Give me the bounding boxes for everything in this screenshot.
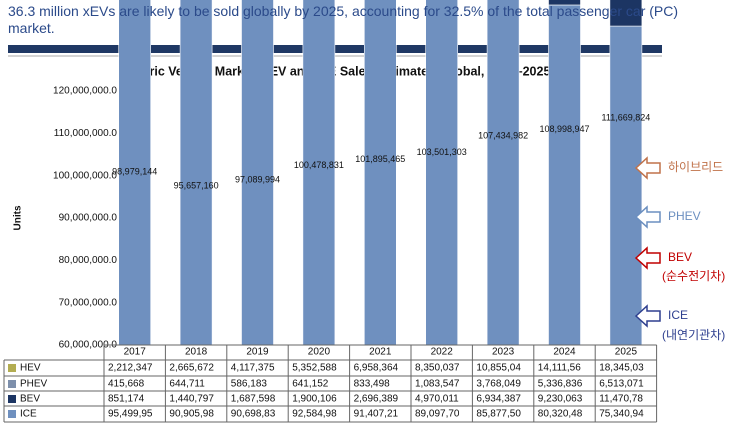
- bar-segment: [302, 0, 336, 346]
- table-cell: 1,440,797: [169, 394, 214, 405]
- y-tick-label: 70,000,000.0: [59, 297, 118, 308]
- table-cell: 641,152: [292, 379, 329, 390]
- table-cell: 5,352,588: [292, 363, 337, 374]
- table-cell: 90,698,83: [231, 409, 276, 420]
- bar-segment: [425, 0, 459, 346]
- legend-swatch: [8, 380, 16, 388]
- table-cell: 9,230,063: [538, 394, 583, 405]
- x-tick-label: 2018: [185, 347, 208, 358]
- annotation: BEV: [668, 250, 692, 264]
- table-cell: 2,665,672: [169, 363, 214, 374]
- table-cell: 18,345,03: [599, 363, 644, 374]
- bar-segment: [548, 4, 581, 346]
- header-text: 36.3 million xEVs are likely to be sold …: [8, 3, 679, 36]
- table-cell: 89,097,70: [415, 409, 460, 420]
- table-cell: 6,934,387: [476, 394, 521, 405]
- y-tick-label: 100,000,000.0: [53, 170, 117, 181]
- bar-segment: [609, 0, 643, 27]
- y-axis-label: Units: [13, 205, 24, 230]
- table-cell: 92,584,98: [292, 409, 337, 420]
- x-tick-label: 2022: [431, 347, 454, 358]
- x-tick-label: 2025: [615, 347, 638, 358]
- y-tick-label: 60,000,000.0: [59, 340, 118, 351]
- table-cell: 91,407,21: [354, 409, 399, 420]
- x-tick-label: 2023: [492, 347, 515, 358]
- bar-segment: [486, 0, 520, 346]
- bar-segment: [179, 0, 213, 346]
- legend-swatch: [8, 410, 16, 418]
- table-cell: 1,687,598: [231, 394, 276, 405]
- total-label: 111,669,824: [602, 113, 651, 123]
- annotation: ICE: [668, 308, 688, 322]
- table-cell: 6,958,364: [354, 363, 399, 374]
- legend-label: BEV: [20, 394, 40, 405]
- x-tick-label: 2021: [369, 347, 392, 358]
- table-cell: 2,212,347: [108, 363, 153, 374]
- table-cell: 11,470,78: [599, 394, 643, 405]
- y-tick-label: 120,000,000.0: [53, 86, 117, 97]
- annotation: PHEV: [668, 209, 701, 223]
- total-label: 100,478,831: [294, 160, 344, 170]
- annotation-arrow: [634, 304, 661, 328]
- table-cell: 14,111,56: [538, 363, 581, 374]
- y-tick-label: 90,000,000.0: [59, 213, 118, 224]
- table-cell: 833,498: [354, 379, 391, 390]
- table-cell: 8,350,037: [415, 363, 460, 374]
- annotation-arrow: [634, 246, 661, 270]
- legend-label: HEV: [20, 363, 41, 374]
- table-cell: 586,183: [231, 379, 268, 390]
- legend-swatch: [8, 395, 16, 403]
- bar-segment: [118, 0, 151, 346]
- table-cell: 85,877,50: [476, 409, 521, 420]
- table-cell: 6,513,071: [599, 379, 644, 390]
- legend-swatch: [8, 364, 16, 372]
- y-tick-label: 80,000,000.0: [59, 255, 118, 266]
- annotation: (내연기관차): [662, 328, 725, 342]
- table-cell: 3,768,049: [476, 379, 521, 390]
- bar-segment: [548, 0, 581, 6]
- table-cell: 2,696,389: [354, 394, 399, 405]
- table-cell: 75,340,94: [599, 409, 644, 420]
- table-cell: 10,855,04: [476, 363, 521, 374]
- x-tick-label: 2024: [553, 347, 576, 358]
- table-cell: 1,900,106: [292, 394, 337, 405]
- table-cell: 415,668: [108, 379, 145, 390]
- y-tick-label: 110,000,000.0: [54, 128, 118, 139]
- total-label: 108,998,947: [539, 124, 589, 134]
- table-cell: 4,117,375: [231, 363, 275, 374]
- bar-segment: [241, 0, 274, 346]
- legend-label: ICE: [20, 409, 37, 420]
- total-label: 95,657,160: [174, 180, 219, 190]
- table-cell: 1,083,547: [415, 379, 460, 390]
- table-cell: 80,320,48: [538, 409, 583, 420]
- annotation-arrow: [634, 205, 661, 229]
- table-cell: 4,970,011: [415, 394, 459, 405]
- x-tick-label: 2020: [308, 347, 331, 358]
- table-cell: 90,905,98: [169, 409, 214, 420]
- table-cell: 851,174: [108, 394, 145, 405]
- annotation-arrow: [634, 156, 661, 180]
- annotation: (순수전기차): [662, 269, 725, 283]
- bar-segment: [609, 25, 643, 346]
- x-tick-label: 2017: [124, 347, 147, 358]
- total-label: 98,979,144: [112, 166, 157, 176]
- x-tick-label: 2019: [246, 347, 269, 358]
- table-cell: 5,336,836: [538, 379, 583, 390]
- legend-label: PHEV: [20, 379, 48, 390]
- total-label: 103,501,303: [417, 147, 467, 157]
- total-label: 101,895,465: [355, 154, 405, 164]
- table-cell: 95,499,95: [108, 409, 153, 420]
- total-label: 97,089,994: [235, 174, 280, 184]
- table-cell: 644,711: [169, 379, 205, 390]
- bar-segment: [363, 0, 397, 346]
- annotation: 하이브리드: [668, 160, 723, 174]
- total-label: 107,434,982: [478, 131, 528, 141]
